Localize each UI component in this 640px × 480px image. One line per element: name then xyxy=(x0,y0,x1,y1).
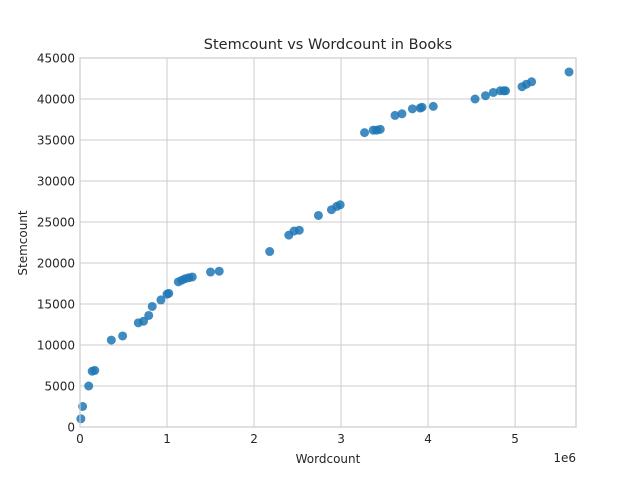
scatter-point xyxy=(144,310,154,320)
scatter-point xyxy=(470,94,480,104)
scatter-point xyxy=(407,104,417,114)
scatter-point xyxy=(90,365,100,375)
scatter-point xyxy=(397,109,407,119)
scatter-point xyxy=(76,414,86,424)
scatter-point xyxy=(164,288,174,298)
scatter-point xyxy=(527,77,537,87)
y-tick-label: 10000 xyxy=(37,339,75,353)
x-tick-label: 3 xyxy=(337,432,345,446)
scatter-point xyxy=(214,266,224,276)
y-tick-label: 15000 xyxy=(37,298,75,312)
scatter-point xyxy=(156,295,166,305)
scatter-point xyxy=(106,335,116,345)
scatter-point xyxy=(187,272,197,282)
chart-title: Stemcount vs Wordcount in Books xyxy=(204,37,452,53)
scatter-point xyxy=(375,124,385,134)
y-tick-label: 0 xyxy=(67,421,75,435)
x-tick-label: 1 xyxy=(163,432,171,446)
y-tick-label: 5000 xyxy=(44,380,75,394)
scatter-point xyxy=(265,247,275,257)
y-tick-label: 25000 xyxy=(37,216,75,230)
grid-lines xyxy=(79,57,576,428)
scatter-point xyxy=(147,301,157,311)
y-tick-label: 30000 xyxy=(37,175,75,189)
scatter-point xyxy=(481,91,491,101)
x-tick-label: 5 xyxy=(511,432,519,446)
scatter-point xyxy=(335,200,345,210)
scatter-point xyxy=(501,86,511,96)
x-tick-label: 2 xyxy=(250,432,258,446)
scatter-point xyxy=(488,87,498,97)
y-tick-label: 45000 xyxy=(37,52,75,66)
scatter-points xyxy=(76,67,574,424)
scatter-point xyxy=(118,331,128,341)
y-tick-label: 40000 xyxy=(37,93,75,107)
plot-frame xyxy=(79,57,577,428)
scatter-point xyxy=(564,67,574,77)
scatter-point xyxy=(139,316,149,326)
scatter-point xyxy=(84,381,94,391)
scatter-point xyxy=(417,102,427,112)
scatter-point xyxy=(206,267,216,277)
scatter-point xyxy=(390,110,400,120)
x-tick-labels: 0 1 2 3 4 5 xyxy=(76,432,519,446)
scatter-point xyxy=(428,101,438,111)
x-tick-label: 0 xyxy=(76,432,84,446)
scatter-point xyxy=(360,128,370,138)
y-axis-label: Stemcount xyxy=(16,210,30,276)
y-tick-label: 20000 xyxy=(37,257,75,271)
scatter-point xyxy=(313,210,323,220)
scatter-point xyxy=(294,225,304,235)
y-tick-labels: 0 5000 10000 15000 20000 25000 30000 35000 40000… xyxy=(37,52,75,435)
y-tick-label: 35000 xyxy=(37,134,75,148)
x-axis-label: Wordcount xyxy=(296,452,361,466)
x-tick-label: 4 xyxy=(424,432,432,446)
x-axis-offset-label: 1e6 xyxy=(553,451,576,465)
